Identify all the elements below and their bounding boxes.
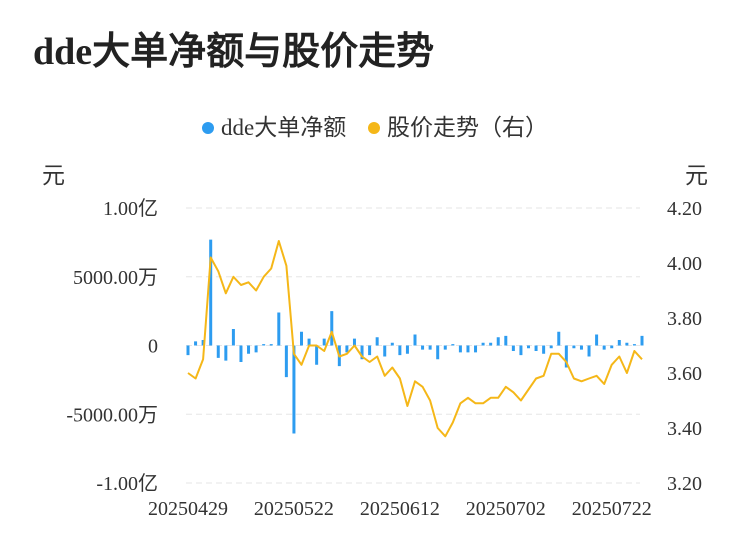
bar <box>428 345 432 350</box>
bar <box>610 345 614 349</box>
bar <box>542 345 546 354</box>
chart-legend: dde大单净额 股价走势（右） <box>0 108 750 142</box>
bar <box>436 345 440 360</box>
legend-dot-dde <box>202 121 215 134</box>
right-tick-label: 4.00 <box>667 253 702 275</box>
right-tick-label: 3.40 <box>667 418 702 440</box>
left-tick-label: 1.00亿 <box>103 197 158 220</box>
bar <box>209 239 213 346</box>
bar <box>300 331 303 346</box>
bar <box>451 344 455 346</box>
bar <box>519 345 523 356</box>
legend-label-price: 股价走势（右） <box>386 115 548 140</box>
bar <box>640 335 644 346</box>
left-tick-label: 5000.00万 <box>73 267 158 289</box>
bar <box>201 340 205 346</box>
bar <box>564 345 568 368</box>
bar <box>277 312 281 346</box>
bar <box>572 345 576 349</box>
bar <box>345 345 349 353</box>
right-axis-unit: 元 <box>685 163 708 188</box>
bar <box>231 329 235 346</box>
left-tick-label: 0 <box>148 336 158 358</box>
bar <box>443 345 447 350</box>
bar <box>595 334 599 346</box>
bar <box>557 331 561 346</box>
bar <box>398 345 402 356</box>
bar <box>617 340 621 346</box>
bar <box>262 344 266 346</box>
bar <box>504 335 508 346</box>
x-tick-label: 20250722 <box>572 498 652 520</box>
bar <box>474 345 478 353</box>
x-tick-label: 20250702 <box>466 498 546 520</box>
bar <box>625 342 629 346</box>
bar <box>330 311 334 346</box>
price-line <box>187 240 643 438</box>
bar <box>527 345 530 349</box>
bar <box>315 345 319 365</box>
bar <box>375 337 379 346</box>
bar <box>360 345 364 360</box>
bar <box>413 334 417 346</box>
bar <box>352 338 356 346</box>
bar <box>216 345 220 358</box>
bar <box>511 345 515 351</box>
bar <box>284 345 288 378</box>
bar <box>292 345 296 434</box>
bar <box>194 341 198 346</box>
bar <box>186 345 190 356</box>
left-tick-label: -5000.00万 <box>66 404 158 426</box>
bar <box>368 345 372 356</box>
bar <box>579 345 583 350</box>
bar <box>247 345 251 354</box>
bar <box>239 345 243 362</box>
bar <box>549 345 553 349</box>
legend-item-dde[interactable]: dde大单净额 <box>202 108 346 142</box>
bar <box>224 345 228 361</box>
bar <box>489 342 493 346</box>
bar <box>496 337 500 346</box>
right-tick-label: 3.60 <box>667 363 702 385</box>
x-tick-label: 20250429 <box>148 498 228 520</box>
bar <box>254 345 258 353</box>
x-tick-label: 20250612 <box>360 498 440 520</box>
bar <box>383 345 387 357</box>
bar <box>481 342 485 346</box>
legend-item-price[interactable]: 股价走势（右） <box>367 108 548 142</box>
bar <box>421 345 425 350</box>
bar <box>458 345 462 353</box>
right-tick-label: 4.20 <box>667 198 702 220</box>
chart-title: dde大单净额与股价走势 <box>33 31 435 73</box>
bar <box>602 345 606 350</box>
legend-dot-price <box>367 121 380 134</box>
bar <box>587 345 591 357</box>
bar <box>269 344 273 346</box>
bar <box>534 345 538 351</box>
bar <box>632 344 636 346</box>
bar <box>405 345 409 354</box>
left-axis-unit: 元 <box>42 163 65 188</box>
bar <box>390 342 394 346</box>
left-tick-label: -1.00亿 <box>96 472 158 495</box>
bar <box>466 345 470 353</box>
bar <box>322 338 326 346</box>
right-tick-label: 3.20 <box>667 473 702 495</box>
right-tick-label: 3.80 <box>667 308 702 330</box>
bar <box>307 338 311 346</box>
legend-label-dde: dde大单净额 <box>221 115 347 140</box>
x-tick-label: 20250522 <box>254 498 334 520</box>
